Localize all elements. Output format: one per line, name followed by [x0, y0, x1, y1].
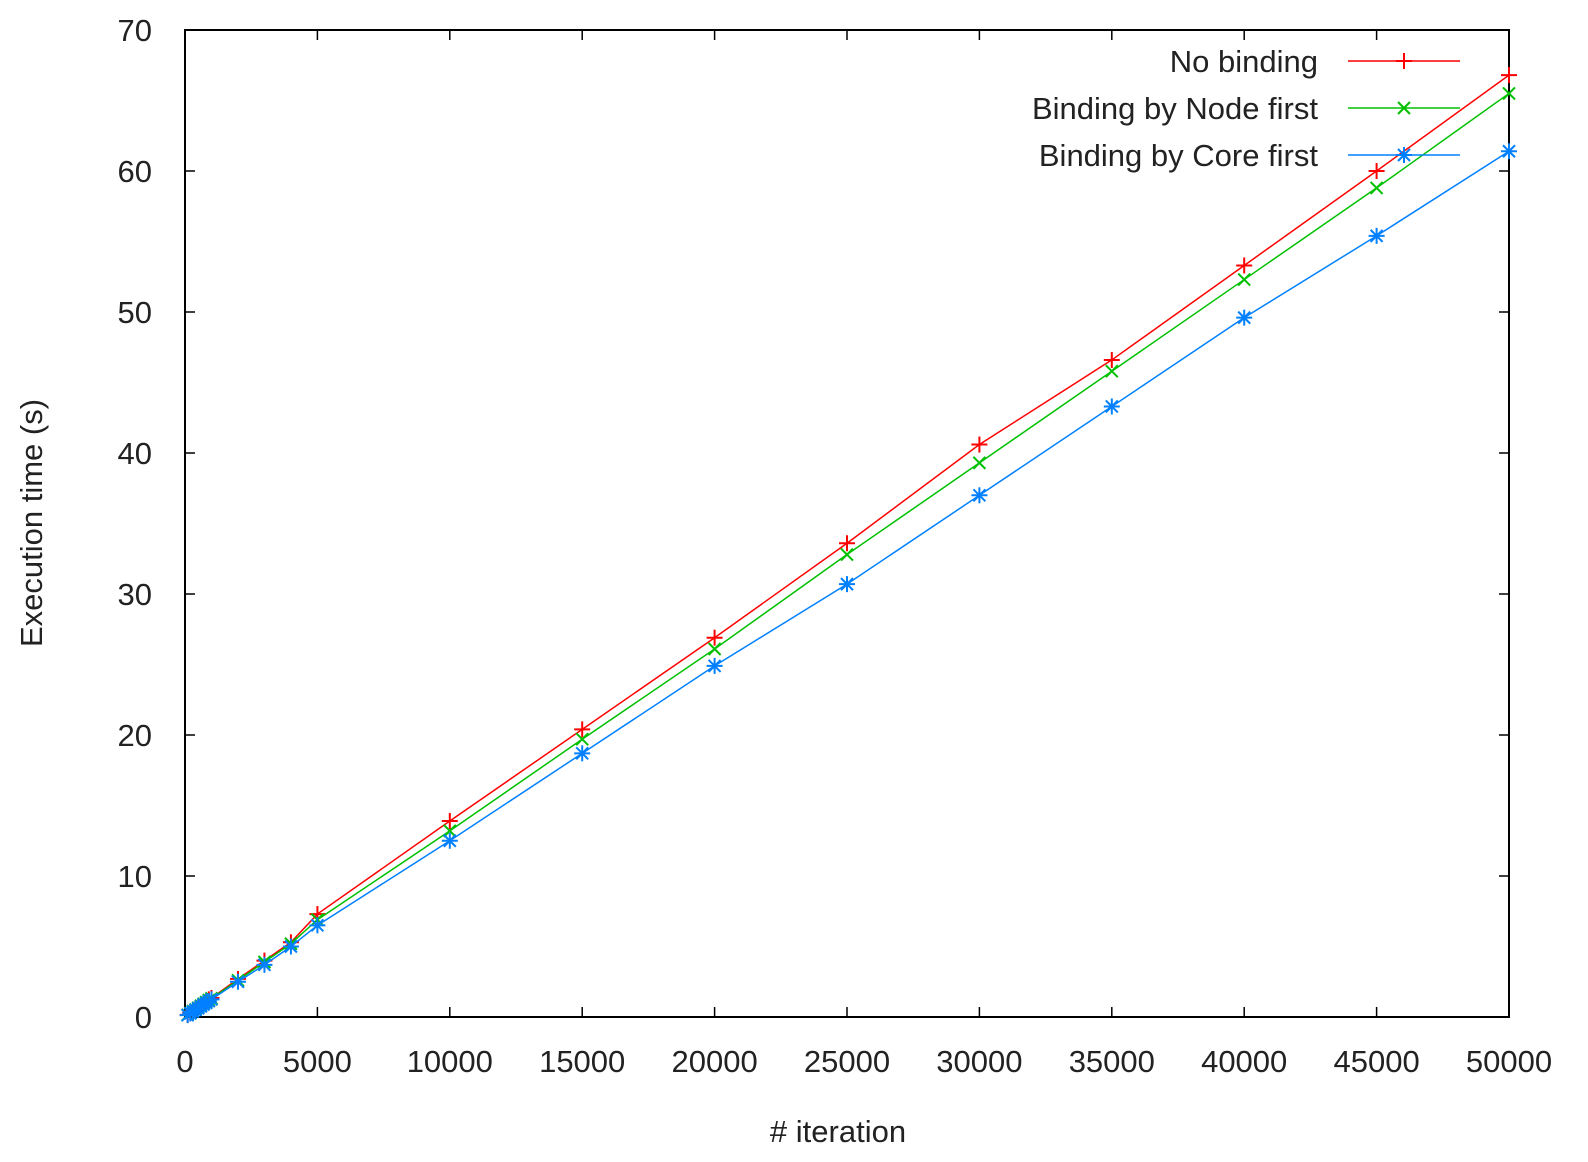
legend-item: No binding	[1170, 44, 1460, 79]
x-tick-label: 15000	[539, 1044, 625, 1079]
data-point	[575, 732, 589, 746]
series-layer	[179, 67, 1517, 1024]
data-point	[1105, 364, 1119, 378]
legend: No binding Binding by Node first Binding b…	[1032, 44, 1460, 173]
x-tick-label: 5000	[283, 1044, 352, 1079]
y-tick-label: 20	[118, 718, 152, 753]
data-point	[839, 535, 855, 552]
legend-item: Binding by Core first	[1039, 138, 1460, 173]
x-tick-label: 0	[176, 1044, 193, 1079]
axis-ticks: 0 5000 10000 15000 20000 25000 30000 35000 40000…	[118, 13, 1553, 1079]
data-point	[971, 436, 988, 453]
data-point	[1103, 398, 1120, 415]
plot-area	[184, 29, 1510, 1018]
data-point	[1368, 227, 1385, 244]
data-point	[441, 813, 458, 830]
x-tick-label: 30000	[936, 1044, 1022, 1079]
x-tick-label: 50000	[1466, 1044, 1552, 1079]
data-point	[1502, 86, 1516, 101]
data-point	[1396, 147, 1412, 163]
data-point	[706, 629, 723, 646]
series-1	[179, 67, 1517, 1023]
data-point	[203, 991, 220, 1008]
data-point	[972, 456, 987, 470]
data-point	[840, 547, 854, 562]
x-tick-label: 45000	[1333, 1044, 1419, 1079]
data-point	[1397, 101, 1411, 115]
x-axis-title: # iteration	[770, 1114, 906, 1149]
data-point	[1396, 53, 1412, 69]
y-tick-label: 70	[118, 13, 152, 48]
x-tick-label: 10000	[407, 1044, 493, 1079]
y-tick-label: 10	[118, 859, 152, 894]
data-point	[1236, 257, 1253, 274]
legend-label: No binding	[1170, 44, 1318, 79]
data-point	[282, 938, 299, 955]
y-tick-label: 30	[118, 577, 152, 612]
y-axis-title: Execution time (s)	[14, 399, 49, 647]
data-point	[309, 917, 326, 934]
data-point	[706, 657, 723, 674]
data-point	[707, 642, 722, 656]
y-tick-label: 0	[135, 1000, 152, 1035]
data-point	[574, 745, 591, 762]
series-3	[179, 143, 1517, 1024]
x-tick-label: 35000	[1069, 1044, 1155, 1079]
x-tick-label: 20000	[671, 1044, 757, 1079]
data-point	[1103, 351, 1120, 368]
data-point	[839, 576, 855, 593]
data-point	[574, 721, 591, 738]
x-tick-label: 40000	[1201, 1044, 1287, 1079]
legend-item: Binding by Node first	[1032, 91, 1460, 126]
data-point	[1236, 309, 1253, 326]
legend-label: Binding by Node first	[1032, 91, 1318, 126]
y-tick-label: 60	[118, 154, 152, 189]
data-point	[1501, 143, 1517, 160]
data-point	[443, 824, 457, 838]
data-point	[971, 487, 988, 504]
legend-label: Binding by Core first	[1039, 138, 1319, 173]
y-tick-label: 50	[118, 295, 152, 330]
data-point	[256, 956, 273, 973]
data-point	[441, 832, 458, 849]
data-point	[1501, 67, 1517, 84]
data-point	[1237, 272, 1251, 287]
data-point	[229, 973, 246, 990]
y-tick-label: 40	[118, 436, 152, 471]
x-tick-label: 25000	[804, 1044, 890, 1079]
series-2	[180, 86, 1516, 1022]
data-point	[1368, 163, 1385, 179]
data-point	[1369, 181, 1384, 195]
